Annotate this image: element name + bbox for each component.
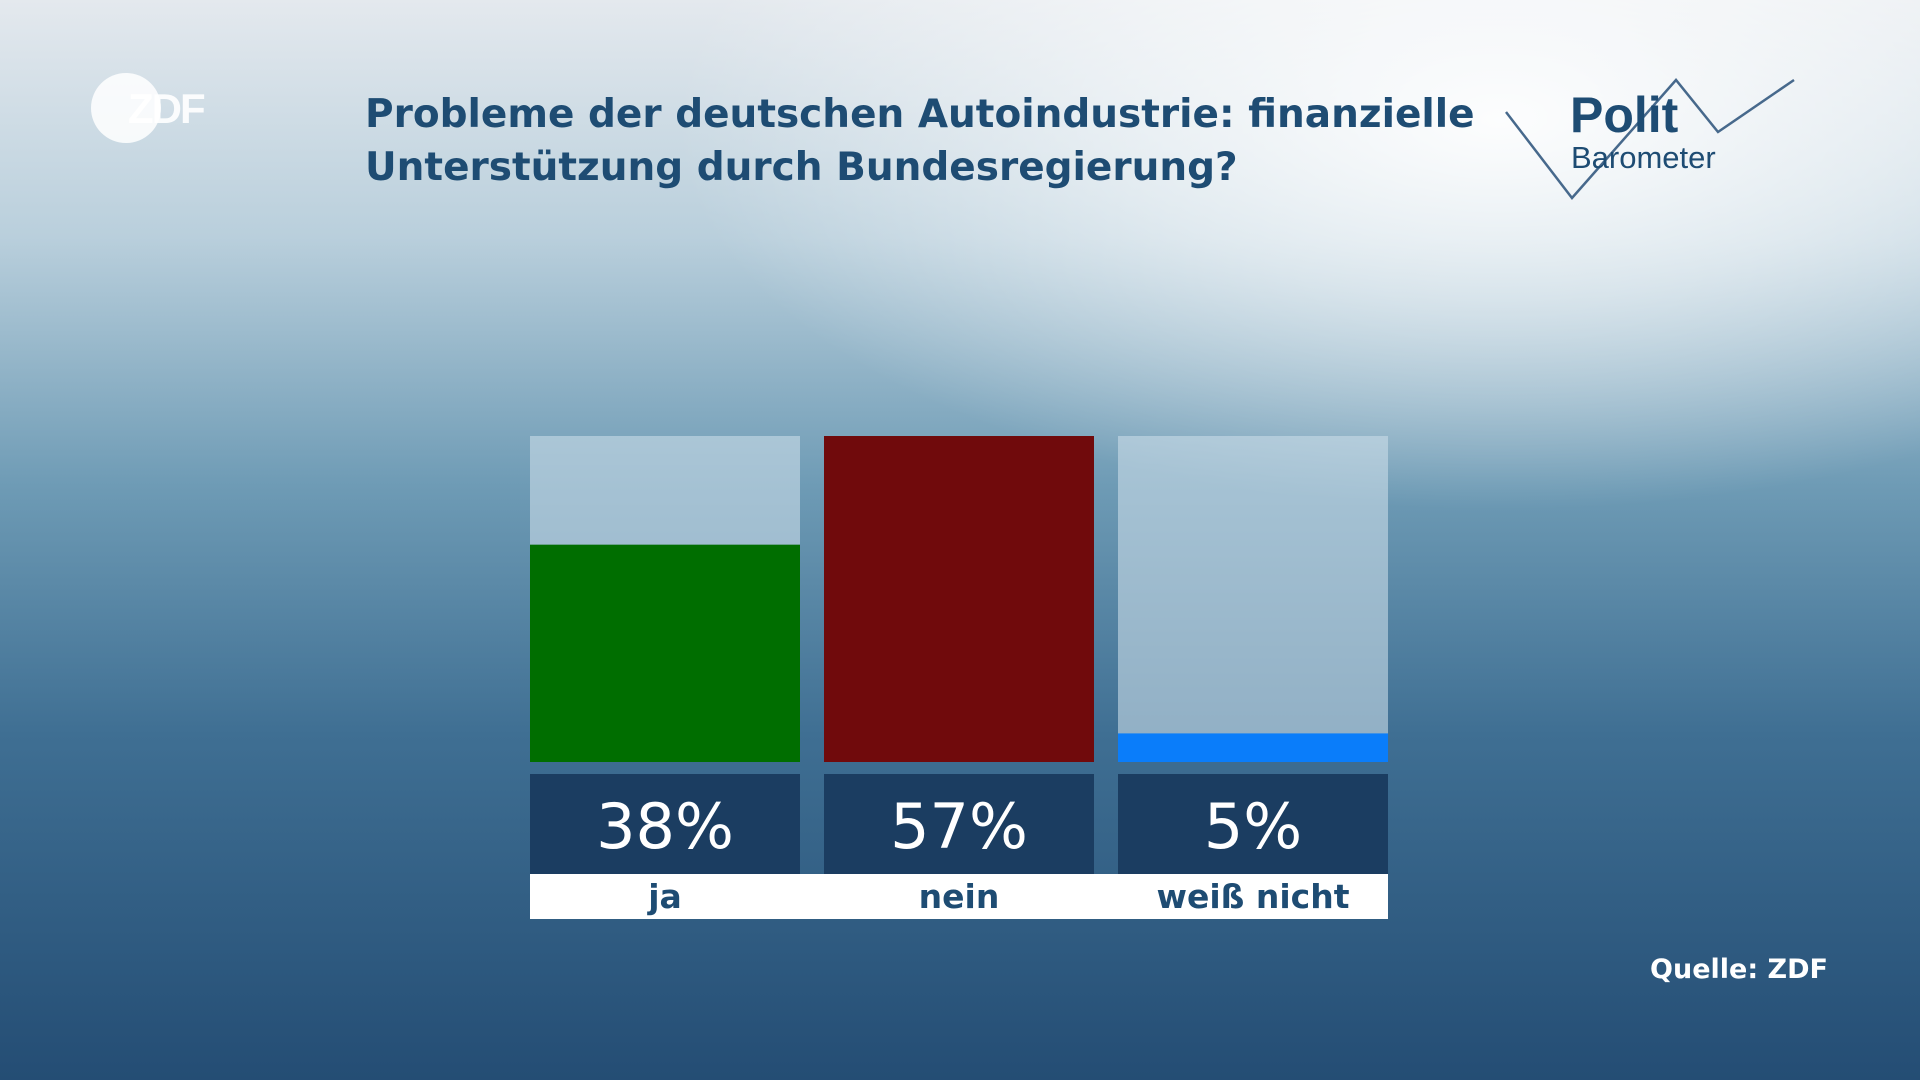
category-label: weiß nicht [1156,877,1349,916]
zdf-logo: ZDF [91,73,207,143]
category-label: nein [919,877,1000,916]
svg-text:ZDF: ZDF [128,85,205,132]
category-label-box [1106,874,1388,919]
polit-word: Polit [1570,87,1679,143]
value-label: 38% [596,790,734,863]
bar [824,436,1094,762]
bar [530,544,800,762]
bar [1118,733,1388,762]
source-label: Quelle: ZDF [1650,954,1828,985]
category-label-box [530,874,812,919]
value-label-box [1118,774,1388,874]
chart-title: Probleme der deutschen Autoindustrie: fi… [365,92,1475,190]
politbarometer-logo: Polit Barometer [1505,78,1795,200]
value-label-box [824,774,1094,874]
barometer-word: Barometer [1571,140,1716,175]
value-label: 5% [1204,790,1302,863]
value-label-box [530,774,800,874]
value-label: 57% [890,790,1028,863]
category-label: ja [646,877,682,916]
category-label-box [812,874,1106,919]
bar-track [1118,436,1388,762]
